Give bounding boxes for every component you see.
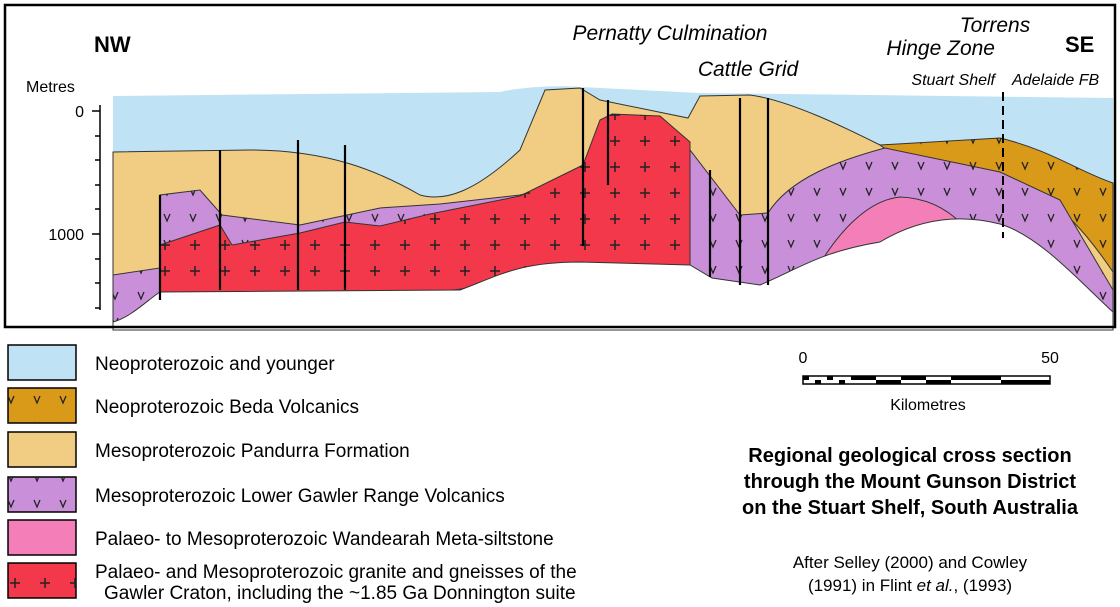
depth-label: 0	[75, 104, 84, 121]
scale-label: 0	[799, 350, 808, 367]
caption: Regional geological cross section throug…	[742, 445, 1079, 595]
faults	[158, 88, 770, 300]
caption-credit: After Selley (2000) and Cowley	[793, 553, 1028, 572]
scale-bar: 0 50 Kilometres	[799, 350, 1059, 414]
credit-part: et al.	[917, 576, 954, 595]
torrens-label: Hinge Zone	[886, 37, 995, 60]
pernatty-label: Pernatty Culmination	[573, 22, 768, 45]
legend-label: Mesoproterozoic Lower Gawler Range Volca…	[95, 486, 505, 507]
se-label: SE	[1065, 32, 1094, 57]
legend-label: Palaeo- to Mesoproterozoic Wandearah Met…	[95, 529, 554, 550]
legend	[7, 344, 77, 599]
legend-label: Gawler Craton, including the ~1.85 Ga Do…	[104, 583, 576, 604]
region-label: Adelaide FB	[1011, 72, 1099, 89]
credit-part: (1991) in Flint	[808, 576, 917, 595]
caption-title: through the Mount Gunson District	[744, 471, 1077, 493]
depth-label: 1000	[48, 227, 84, 244]
scale-label: 50	[1041, 350, 1059, 367]
torrens-label: Torrens	[960, 14, 1031, 37]
caption-title: on the Stuart Shelf, South Australia	[742, 497, 1079, 519]
depth-unit: Metres	[26, 79, 75, 96]
cross-section: NW SE Pernatty Culmination Cattle Grid T…	[3, 3, 1117, 331]
legend-label: Neoproterozoic and younger	[95, 354, 335, 375]
legend-text: Neoproterozoic and younger Neoproterozoi…	[95, 354, 577, 604]
scale-unit: Kilometres	[890, 397, 966, 414]
nw-label: NW	[94, 32, 131, 57]
legend-label: Mesoproterozoic Pandurra Formation	[95, 441, 410, 462]
caption-credit: (1991) in Flint et al., (1993)	[808, 576, 1012, 595]
legend-label: Palaeo- and Mesoproterozoic granite and …	[95, 562, 577, 583]
credit-part: , (1993)	[953, 576, 1012, 595]
legend-label: Neoproterozoic Beda Volcanics	[95, 397, 359, 418]
cattle-grid-label: Cattle Grid	[698, 58, 800, 81]
caption-title: Regional geological cross section	[748, 445, 1071, 467]
region-label: Stuart Shelf	[911, 72, 996, 89]
